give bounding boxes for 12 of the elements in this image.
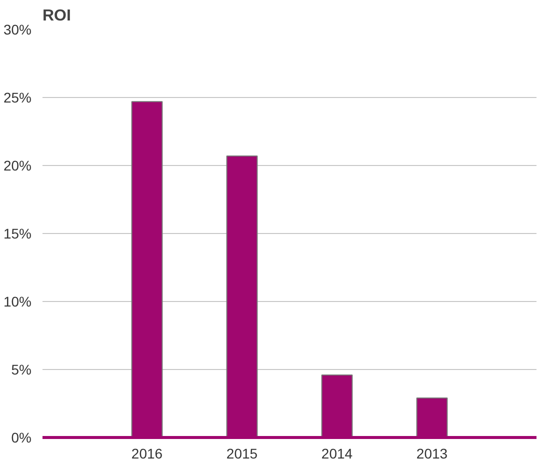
x-tick-label: 2015 <box>226 446 258 461</box>
x-tick-label: 2016 <box>131 446 163 461</box>
y-tick-label: 25% <box>3 90 32 106</box>
y-tick-label: 0% <box>11 430 32 446</box>
x-tick-label: 2014 <box>321 446 353 461</box>
y-tick-label: 10% <box>3 294 32 310</box>
y-tick-label: 30% <box>3 22 32 38</box>
chart-title: ROI <box>42 8 71 24</box>
y-tick-label: 5% <box>11 362 32 378</box>
y-tick-label: 20% <box>3 158 32 174</box>
y-tick-label: 15% <box>3 226 32 242</box>
x-tick-label: 2013 <box>416 446 448 461</box>
